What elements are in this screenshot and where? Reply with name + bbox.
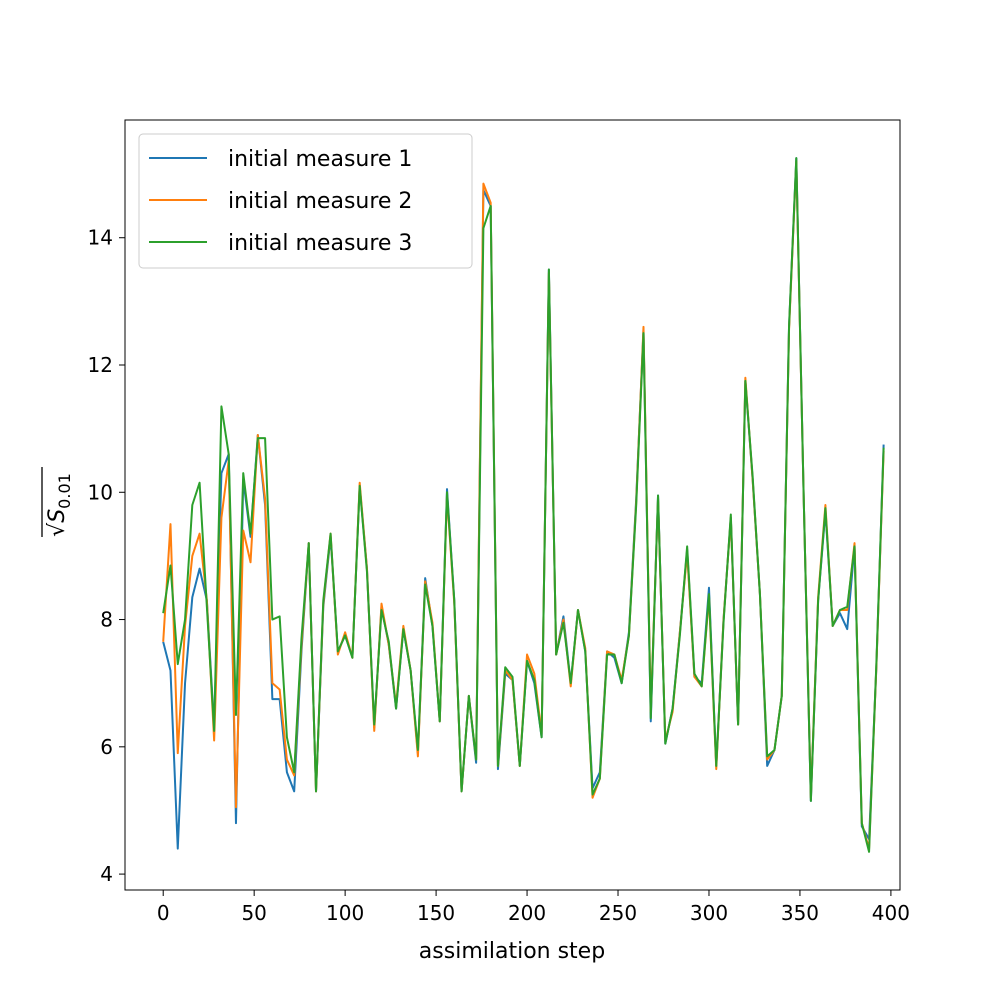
series-layer [162,157,885,853]
legend-label-2: initial measure 2 [228,189,412,214]
legend-label-3: initial measure 3 [228,231,412,256]
series-line-3 [162,157,885,853]
x-axis: 0 50 100 150 200 250 300 350 400 [157,890,910,925]
x-tick-label: 0 [157,901,170,925]
y-tick-label: 10 [88,480,113,504]
y-tick-label: 12 [88,353,113,377]
plot-frame [124,119,901,891]
x-axis-title: assimilation step [419,939,605,964]
legend-box [138,133,473,269]
legend-label-1: initial measure 1 [228,147,412,172]
y-axis: 4 6 8 10 12 14 [88,226,125,886]
x-tick-label: 300 [690,901,728,925]
x-tick-label: 100 [326,901,364,925]
x-tick-label: 50 [241,901,266,925]
x-tick-label: 350 [781,901,819,925]
x-tick-label: 250 [599,901,637,925]
y-axis-title-radical: √ [45,522,70,537]
svg-text:√S0.01: √S0.01 [45,473,74,537]
x-tick-label: 400 [872,901,910,925]
y-tick-label: 8 [100,608,113,632]
legend: initial measure 1 initial measure 2 initia… [138,133,473,269]
y-axis-title-subscript: 0.01 [55,473,74,509]
x-tick-label: 150 [417,901,455,925]
y-tick-label: 14 [88,226,113,250]
y-tick-label: 6 [100,735,113,759]
y-axis-title-symbol: S [45,509,70,523]
y-axis-title: √S0.01 [41,467,74,537]
y-tick-label: 4 [100,862,113,886]
x-tick-label: 200 [508,901,546,925]
